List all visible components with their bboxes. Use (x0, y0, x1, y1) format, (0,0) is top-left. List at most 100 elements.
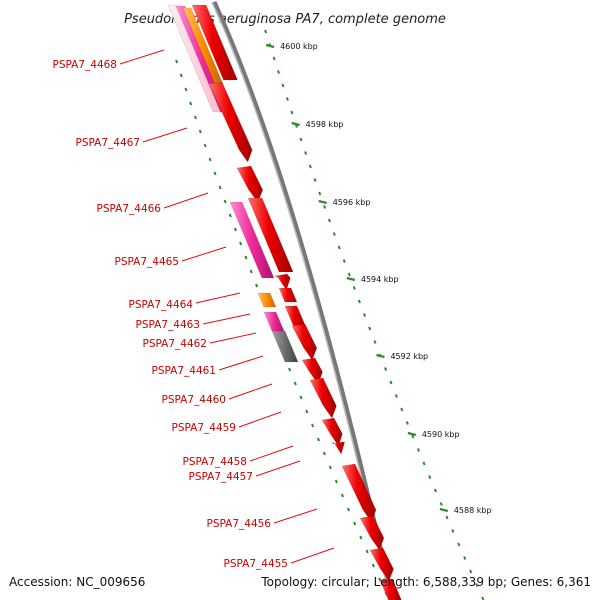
gene-label-4463[interactable]: PSPA7_4463 (136, 319, 201, 331)
gene-feature-red[interactable] (379, 579, 402, 600)
tick-dot (475, 583, 479, 587)
gene-label-4455[interactable]: PSPA7_4455 (224, 558, 289, 570)
major-tick (439, 507, 449, 513)
leader-line (181, 246, 227, 262)
leader-line (249, 445, 294, 462)
tick-dot (304, 151, 308, 155)
inner-dot (316, 437, 321, 442)
gene-feature-red[interactable] (236, 165, 264, 203)
leader-line (228, 383, 273, 400)
gene-label-4466[interactable]: PSPA7_4466 (97, 203, 162, 215)
gene-feature-red[interactable] (341, 463, 377, 523)
tick-dot (394, 394, 398, 398)
inner-dot (359, 535, 363, 540)
tick-dot (433, 488, 437, 493)
inner-dot (328, 465, 332, 470)
tick-dot (411, 434, 415, 439)
gene-label-4458[interactable]: PSPA7_4458 (183, 456, 248, 468)
inner-dot (299, 395, 303, 400)
tick-dot (332, 232, 336, 236)
gene-features (167, 4, 402, 600)
tick-label: 4596 kbp (333, 198, 371, 207)
inner-dot (322, 451, 326, 456)
gene-feature-red[interactable] (291, 323, 318, 361)
gene-feature-orange[interactable] (257, 292, 277, 308)
tick-label: 4598 kbp (306, 120, 344, 129)
gene-label-4457[interactable]: PSPA7_4457 (189, 471, 254, 483)
major-tick (346, 276, 356, 282)
leader-line (238, 411, 282, 428)
gene-label-4467[interactable]: PSPA7_4467 (76, 137, 141, 149)
gene-label-4456[interactable]: PSPA7_4456 (207, 518, 272, 530)
tick-dot (428, 475, 432, 479)
tick-dot (337, 245, 341, 250)
tick-dot (299, 137, 303, 142)
inner-dot (218, 185, 222, 190)
tick-dot (264, 29, 268, 34)
gene-feature-red[interactable] (301, 357, 323, 385)
tick-dot (405, 421, 409, 425)
gene-label-4464[interactable]: PSPA7_4464 (129, 299, 194, 311)
gene-feature-red[interactable] (331, 441, 346, 455)
inner-dot (198, 129, 202, 134)
tick-dot (416, 448, 420, 452)
tick-dot (347, 272, 351, 277)
tick-dot (422, 461, 426, 466)
major-tick (291, 121, 300, 127)
gene-feature-red[interactable] (321, 417, 343, 447)
tick-track: 4600 kbp 4598 kbp 4596 kbp 4594 kbp 4592 kbp… (264, 29, 492, 600)
tick-dot (357, 299, 361, 304)
inner-dot (184, 87, 188, 92)
gene-labels: PSPA7_4468 PSPA7_4467 PSPA7_4466 PSPA7_4… (53, 59, 289, 570)
gene-feature-gray[interactable] (271, 330, 299, 363)
tick-dot (463, 556, 467, 560)
gene-feature-red[interactable] (208, 81, 253, 163)
inner-dot (179, 73, 183, 78)
inner-dot (255, 283, 259, 288)
gene-feature-red[interactable] (359, 515, 385, 551)
gene-label-4468[interactable]: PSPA7_4468 (53, 59, 118, 71)
gene-feature-red[interactable] (284, 305, 306, 327)
inner-dot (239, 241, 243, 246)
leader-line (273, 508, 318, 524)
tick-dot (445, 515, 449, 520)
label-leader-lines (119, 49, 335, 564)
tick-dot (318, 191, 322, 196)
major-tick (318, 199, 327, 205)
tick-dot (281, 83, 285, 88)
inner-dot (175, 59, 179, 64)
gene-feature-red[interactable] (191, 4, 238, 81)
tick-dot (352, 286, 356, 290)
gene-label-4465[interactable]: PSPA7_4465 (115, 256, 180, 268)
gene-feature-pink[interactable] (263, 311, 285, 332)
inner-dot (208, 157, 212, 162)
inner-dot (228, 213, 232, 218)
gene-feature-orange[interactable] (182, 7, 224, 85)
gene-feature-red[interactable] (274, 273, 291, 291)
major-tick (407, 431, 417, 437)
inner-dot (189, 101, 193, 106)
tick-dot (313, 178, 317, 182)
inner-dot (223, 199, 227, 204)
tick-dot (439, 502, 443, 506)
tick-dot (323, 205, 327, 209)
tick-label: 4588 kbp (454, 506, 492, 515)
inner-dot (288, 367, 292, 372)
tick-label: 4600 kbp (280, 42, 318, 51)
leader-line (255, 460, 301, 477)
gene-label-4459[interactable]: PSPA7_4459 (172, 422, 237, 434)
tick-label: 4590 kbp (422, 430, 460, 439)
gene-feature-red[interactable] (309, 377, 337, 419)
inner-dot (346, 507, 351, 512)
tick-dot (363, 313, 367, 317)
inner-dot (249, 269, 253, 274)
gene-feature-red[interactable] (278, 287, 298, 303)
gene-feature-red[interactable] (247, 197, 294, 273)
gene-label-4460[interactable]: PSPA7_4460 (162, 394, 227, 406)
leader-line (142, 127, 188, 143)
gene-label-4462[interactable]: PSPA7_4462 (143, 338, 208, 350)
gene-feature-pink[interactable] (229, 201, 275, 279)
gene-label-4461[interactable]: PSPA7_4461 (152, 365, 217, 377)
gene-feature-red[interactable] (369, 547, 394, 582)
